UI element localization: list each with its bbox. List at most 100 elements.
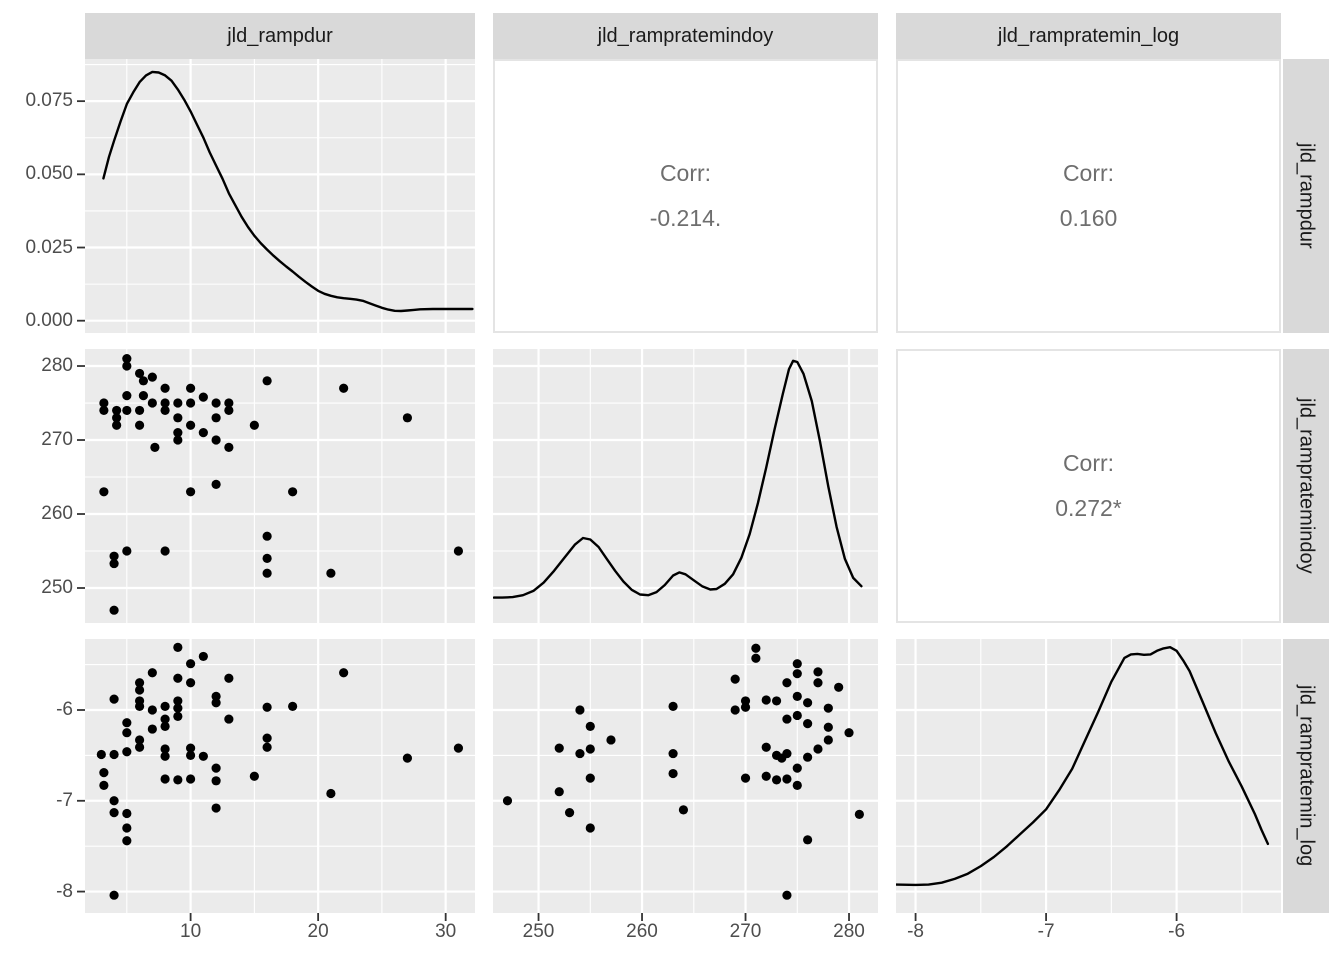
y-tick-label: 270 xyxy=(41,429,73,450)
scatter-point xyxy=(99,768,109,778)
y-tick-label: 0.000 xyxy=(25,309,73,331)
scatter-point xyxy=(262,531,272,541)
scatter-point xyxy=(122,391,132,401)
scatter-point xyxy=(761,742,771,752)
scatter-point xyxy=(339,668,349,678)
y-tick-label: 250 xyxy=(41,577,73,598)
strip-label: jld_rampratemindoy xyxy=(1295,398,1318,574)
strip-label: jld_rampratemindoy xyxy=(597,24,774,47)
scatter-point xyxy=(160,744,170,754)
scatter-point xyxy=(211,398,221,408)
scatter-point xyxy=(134,368,145,379)
scatter-point xyxy=(99,398,109,408)
scatter-point xyxy=(147,668,157,678)
scatter-point xyxy=(173,398,183,408)
density-curve xyxy=(102,70,474,313)
scatter-point xyxy=(122,823,132,833)
panel-scatter-jld_rampdur-vs-jld_rampratemin_log xyxy=(85,639,475,913)
scatter-point xyxy=(138,376,149,386)
scatter-point xyxy=(823,703,833,713)
scatter-point xyxy=(803,719,813,729)
scatter-point xyxy=(224,405,234,416)
scatter-point xyxy=(668,768,678,779)
scatter-point xyxy=(160,714,170,724)
scatter-point xyxy=(678,805,689,815)
scatter-point xyxy=(185,420,196,430)
scatter-point xyxy=(326,568,336,578)
corr-cell-rampdur-rampratemin_log: Corr: 0.160 xyxy=(896,59,1281,333)
scatter-point xyxy=(730,674,740,684)
scatter-point xyxy=(262,376,272,386)
scatter-point xyxy=(134,701,145,711)
scatter-point xyxy=(554,787,564,797)
scatter-point xyxy=(147,724,157,734)
strip-label: jld_rampdur xyxy=(227,24,333,47)
scatter-point xyxy=(262,733,272,743)
scatter-point xyxy=(823,735,833,745)
scatter-point xyxy=(803,835,813,845)
scatter-point xyxy=(134,678,145,688)
x-tick-label: 280 xyxy=(833,921,865,942)
scatter-point xyxy=(173,673,183,683)
scatter-point xyxy=(211,413,221,423)
scatter-point xyxy=(112,420,122,430)
scatter-point xyxy=(109,558,119,569)
scatter-point xyxy=(211,698,221,708)
scatter-point xyxy=(122,718,132,728)
scatter-point xyxy=(173,642,183,652)
scatter-point xyxy=(224,714,234,724)
scatter-point xyxy=(134,405,145,416)
strip-label: jld_rampratemin_log xyxy=(1295,685,1318,867)
scatter-point xyxy=(185,487,196,497)
strip-top-jld_rampratemindoy: jld_rampratemindoy xyxy=(493,13,878,59)
scatter-point xyxy=(782,678,792,688)
scatter-point xyxy=(224,442,234,453)
scatter-point xyxy=(109,749,119,760)
panel-density-jld_rampratemin_log xyxy=(896,639,1281,913)
scatter-point xyxy=(160,701,170,711)
scatter-point xyxy=(606,735,616,745)
scatter-point xyxy=(185,743,196,753)
scatter-point xyxy=(823,722,833,732)
scatter-point xyxy=(122,405,132,416)
scatter-point xyxy=(792,763,802,773)
scatter-point xyxy=(198,428,208,438)
scatter-point xyxy=(249,771,259,781)
scatter-point xyxy=(185,398,196,408)
scatter-point xyxy=(771,775,782,785)
scatter-point xyxy=(109,551,119,561)
scatter-point xyxy=(134,685,145,695)
x-tick-label: -8 xyxy=(907,921,925,942)
x-tick-label: 270 xyxy=(729,921,762,942)
y-tick-label: 0.025 xyxy=(25,236,73,258)
scatter-point xyxy=(160,405,170,416)
scatter-point xyxy=(198,392,208,402)
scatter-point xyxy=(453,743,464,753)
corr-cell-rampratemindoy-rampratemin_log: Corr: 0.272* xyxy=(896,349,1281,623)
scatter-point xyxy=(122,747,132,757)
scatter-point xyxy=(160,398,170,408)
scatter-point xyxy=(224,673,234,683)
scatter-point xyxy=(173,428,183,438)
scatter-point xyxy=(668,701,678,711)
scatter-point xyxy=(211,776,221,786)
scatter-point xyxy=(160,546,170,556)
strip-right-jld_rampratemin_log: jld_rampratemin_log xyxy=(1283,639,1329,913)
scatter-point xyxy=(147,398,157,408)
scatter-point xyxy=(112,413,122,423)
scatter-point xyxy=(834,682,844,692)
scatter-point xyxy=(740,773,751,783)
scatter-point xyxy=(211,691,221,701)
corr-label: Corr: xyxy=(1062,450,1115,477)
scatter-point xyxy=(502,796,513,806)
scatter-point xyxy=(844,728,854,738)
scatter-point xyxy=(150,442,160,453)
scatter-point xyxy=(211,763,221,773)
y-tick-label: -8 xyxy=(56,880,73,902)
scatter-point xyxy=(211,435,221,445)
scatter-point xyxy=(198,651,208,662)
scatter-point xyxy=(813,667,823,677)
scatter-point xyxy=(99,405,109,416)
scatter-point xyxy=(813,678,823,688)
scatter-point xyxy=(585,744,595,754)
